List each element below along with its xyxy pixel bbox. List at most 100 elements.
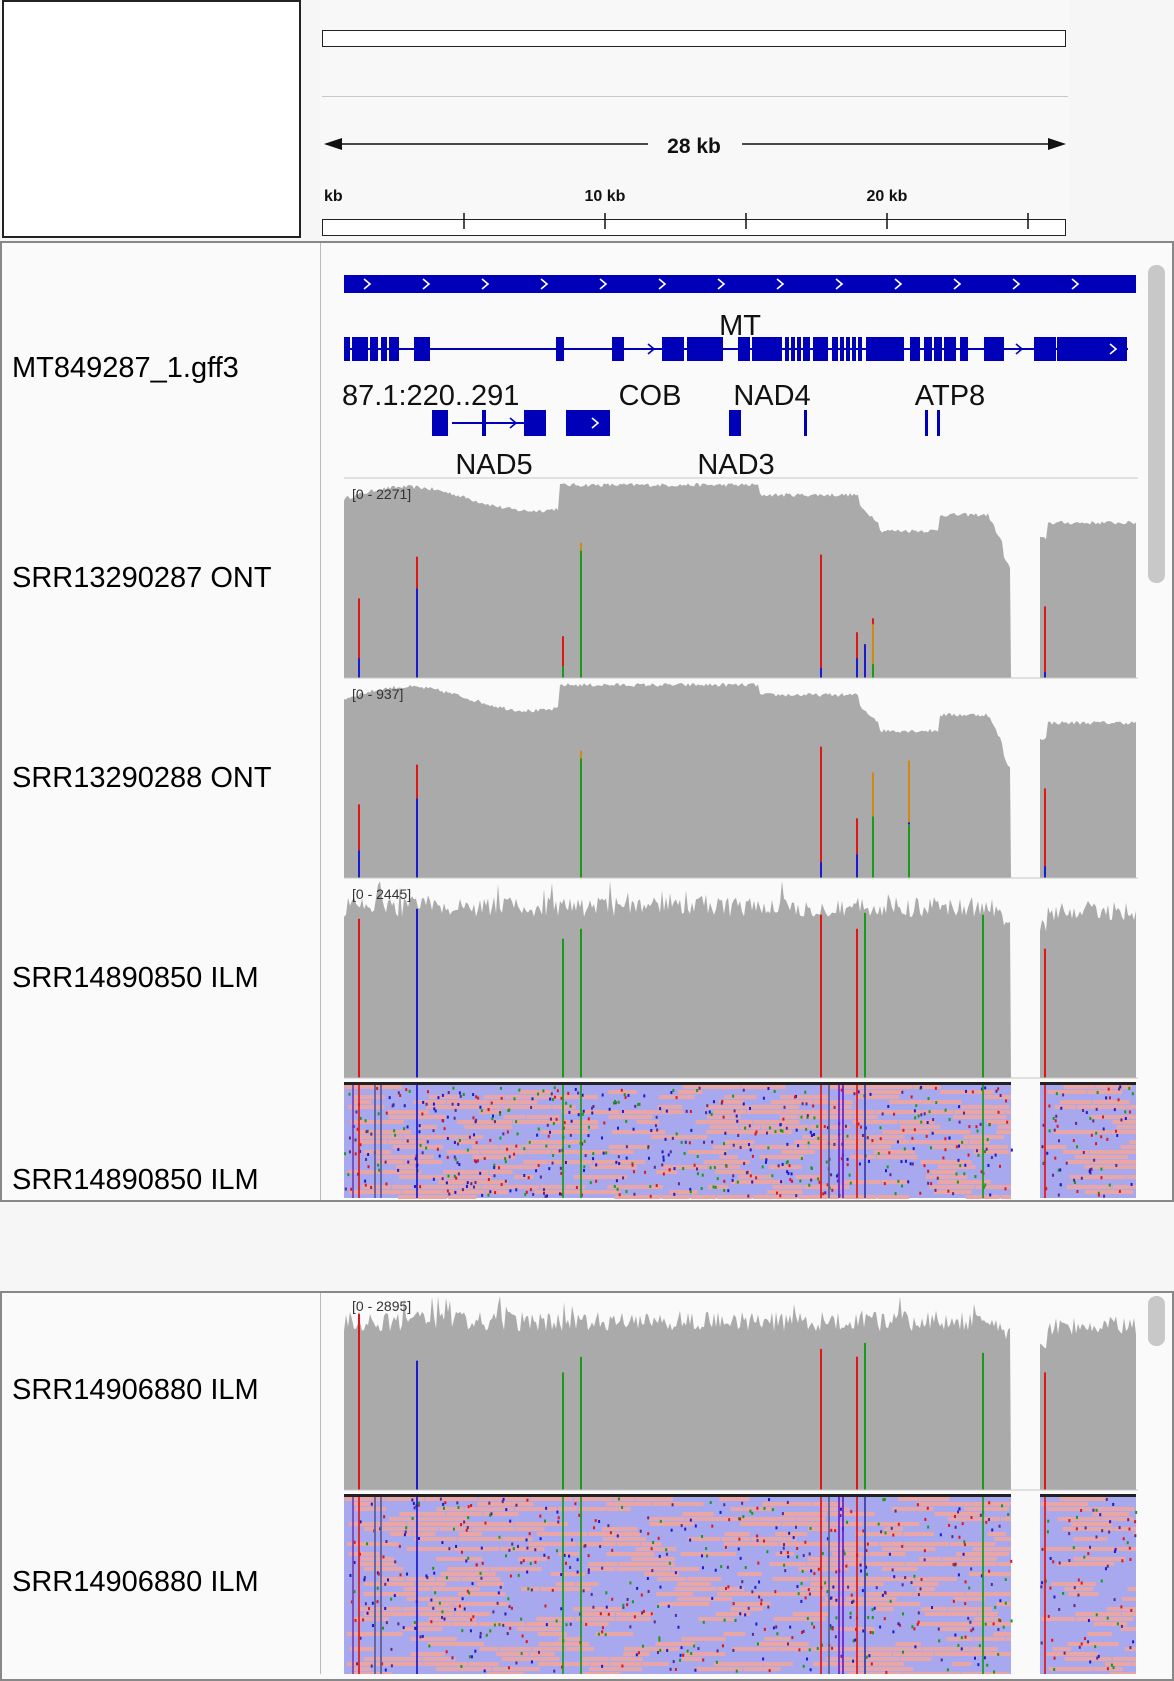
track-name-2[interactable]: SRR13290288 ONT [12, 762, 272, 794]
variant-column[interactable] [580, 1497, 582, 1674]
feature-exon[interactable] [662, 337, 684, 361]
feature-exon[interactable] [566, 410, 610, 436]
ruler-region-box[interactable] [322, 219, 1066, 236]
variant-bar[interactable] [416, 588, 418, 678]
feature-exon[interactable] [414, 337, 422, 361]
variant-column[interactable] [842, 1085, 844, 1198]
track-name-5[interactable]: SRR14906880 ILM [12, 1374, 259, 1406]
feature-exon[interactable] [804, 410, 807, 436]
feature-exon[interactable] [910, 337, 920, 361]
annotation-track[interactable]: MT 87.1:220..291 COB NAD4 ATP8 NAD5 NAD3 [342, 275, 1136, 481]
variant-column[interactable] [864, 1085, 866, 1198]
variant-column[interactable] [828, 1497, 830, 1674]
feature-exon[interactable] [852, 337, 856, 361]
variant-bar[interactable] [1044, 788, 1046, 867]
variant-bar[interactable] [820, 554, 822, 669]
variant-column[interactable] [380, 1085, 382, 1198]
variant-column[interactable] [352, 1085, 354, 1198]
feature-exon[interactable] [797, 337, 801, 361]
feature-exon[interactable] [803, 337, 810, 361]
variant-bar[interactable] [864, 644, 866, 678]
variant-bar[interactable] [908, 822, 910, 825]
variant-bar[interactable] [908, 824, 910, 878]
coverage-track-2[interactable] [344, 683, 1136, 878]
alignment-track-1[interactable] [344, 1082, 1136, 1199]
vertical-scrollbar-panel2[interactable] [1148, 1296, 1165, 1346]
variant-bar[interactable] [416, 798, 418, 878]
variant-column[interactable] [838, 1497, 840, 1674]
variant-column[interactable] [416, 1497, 418, 1674]
variant-column[interactable] [820, 1085, 822, 1198]
variant-bar[interactable] [416, 764, 418, 799]
variant-column[interactable] [1044, 1085, 1046, 1198]
variant-bar[interactable] [872, 816, 874, 878]
feature-exon[interactable] [556, 337, 564, 361]
alignment-track-2[interactable] [344, 1494, 1138, 1674]
feature-exon[interactable] [752, 337, 782, 361]
annotation-track-name[interactable]: MT849287_1.gff3 [12, 352, 239, 384]
variant-bar[interactable] [416, 908, 418, 1078]
variant-column[interactable] [580, 1085, 582, 1198]
variant-column[interactable] [864, 1497, 866, 1674]
variant-bar[interactable] [416, 556, 418, 589]
variant-bar[interactable] [856, 854, 858, 878]
variant-column[interactable] [856, 1497, 858, 1674]
variant-bar[interactable] [580, 928, 582, 1078]
feature-exon[interactable] [840, 337, 844, 361]
ruler[interactable]: 28 kb kb 10 kb 20 kb [0, 0, 1174, 240]
variant-bar[interactable] [580, 550, 582, 678]
variant-bar[interactable] [864, 1343, 866, 1490]
feature-exon[interactable] [389, 337, 399, 361]
feature-exon[interactable] [422, 337, 430, 361]
variant-bar[interactable] [562, 938, 564, 1078]
variant-bar[interactable] [358, 598, 360, 659]
variant-bar[interactable] [562, 636, 564, 667]
coverage-track-3[interactable] [344, 880, 1136, 1078]
feature-exon[interactable] [432, 410, 448, 436]
variant-column[interactable] [842, 1497, 844, 1674]
feature-exon[interactable] [934, 337, 942, 361]
variant-column[interactable] [562, 1085, 564, 1198]
variant-bar[interactable] [580, 1356, 582, 1490]
variant-bar[interactable] [856, 818, 858, 855]
variant-bar[interactable] [820, 862, 822, 878]
chromosome-ideogram[interactable] [322, 30, 1066, 47]
vertical-scrollbar-panel1[interactable] [1148, 265, 1165, 583]
variant-bar[interactable] [872, 624, 874, 665]
variant-column[interactable] [374, 1497, 376, 1674]
variant-bar[interactable] [856, 658, 858, 678]
feature-exon[interactable] [960, 337, 968, 361]
variant-bar[interactable] [562, 1372, 564, 1490]
feature-exon[interactable] [846, 337, 850, 361]
variant-column[interactable] [416, 1085, 418, 1198]
variant-bar[interactable] [580, 750, 582, 759]
feature-exon[interactable] [820, 337, 828, 361]
variant-bar[interactable] [864, 912, 866, 1078]
feature-exon[interactable] [352, 337, 368, 361]
variant-bar[interactable] [358, 918, 360, 1078]
variant-bar[interactable] [1044, 606, 1046, 673]
variant-bar[interactable] [562, 666, 564, 678]
feature-exon[interactable] [791, 337, 795, 361]
variant-column[interactable] [982, 1085, 984, 1198]
variant-bar[interactable] [358, 850, 360, 878]
variant-column[interactable] [982, 1497, 984, 1674]
feature-exon[interactable] [687, 337, 723, 361]
feature-exon[interactable] [984, 337, 1004, 361]
variant-column[interactable] [380, 1497, 382, 1674]
variant-bar[interactable] [872, 664, 874, 678]
variant-bar[interactable] [872, 772, 874, 817]
feature-exon[interactable] [937, 410, 940, 436]
feature-exon[interactable] [344, 337, 350, 361]
feature-exon[interactable] [482, 410, 486, 436]
variant-bar[interactable] [820, 746, 822, 863]
feature-exon[interactable] [612, 337, 624, 361]
variant-column[interactable] [838, 1085, 840, 1198]
feature-exon[interactable] [524, 410, 546, 436]
feature-exon[interactable] [370, 337, 378, 361]
variant-bar[interactable] [872, 618, 874, 625]
feature-exon[interactable] [925, 410, 928, 436]
feature-exon[interactable] [1034, 337, 1056, 361]
feature-exon[interactable] [381, 337, 387, 361]
